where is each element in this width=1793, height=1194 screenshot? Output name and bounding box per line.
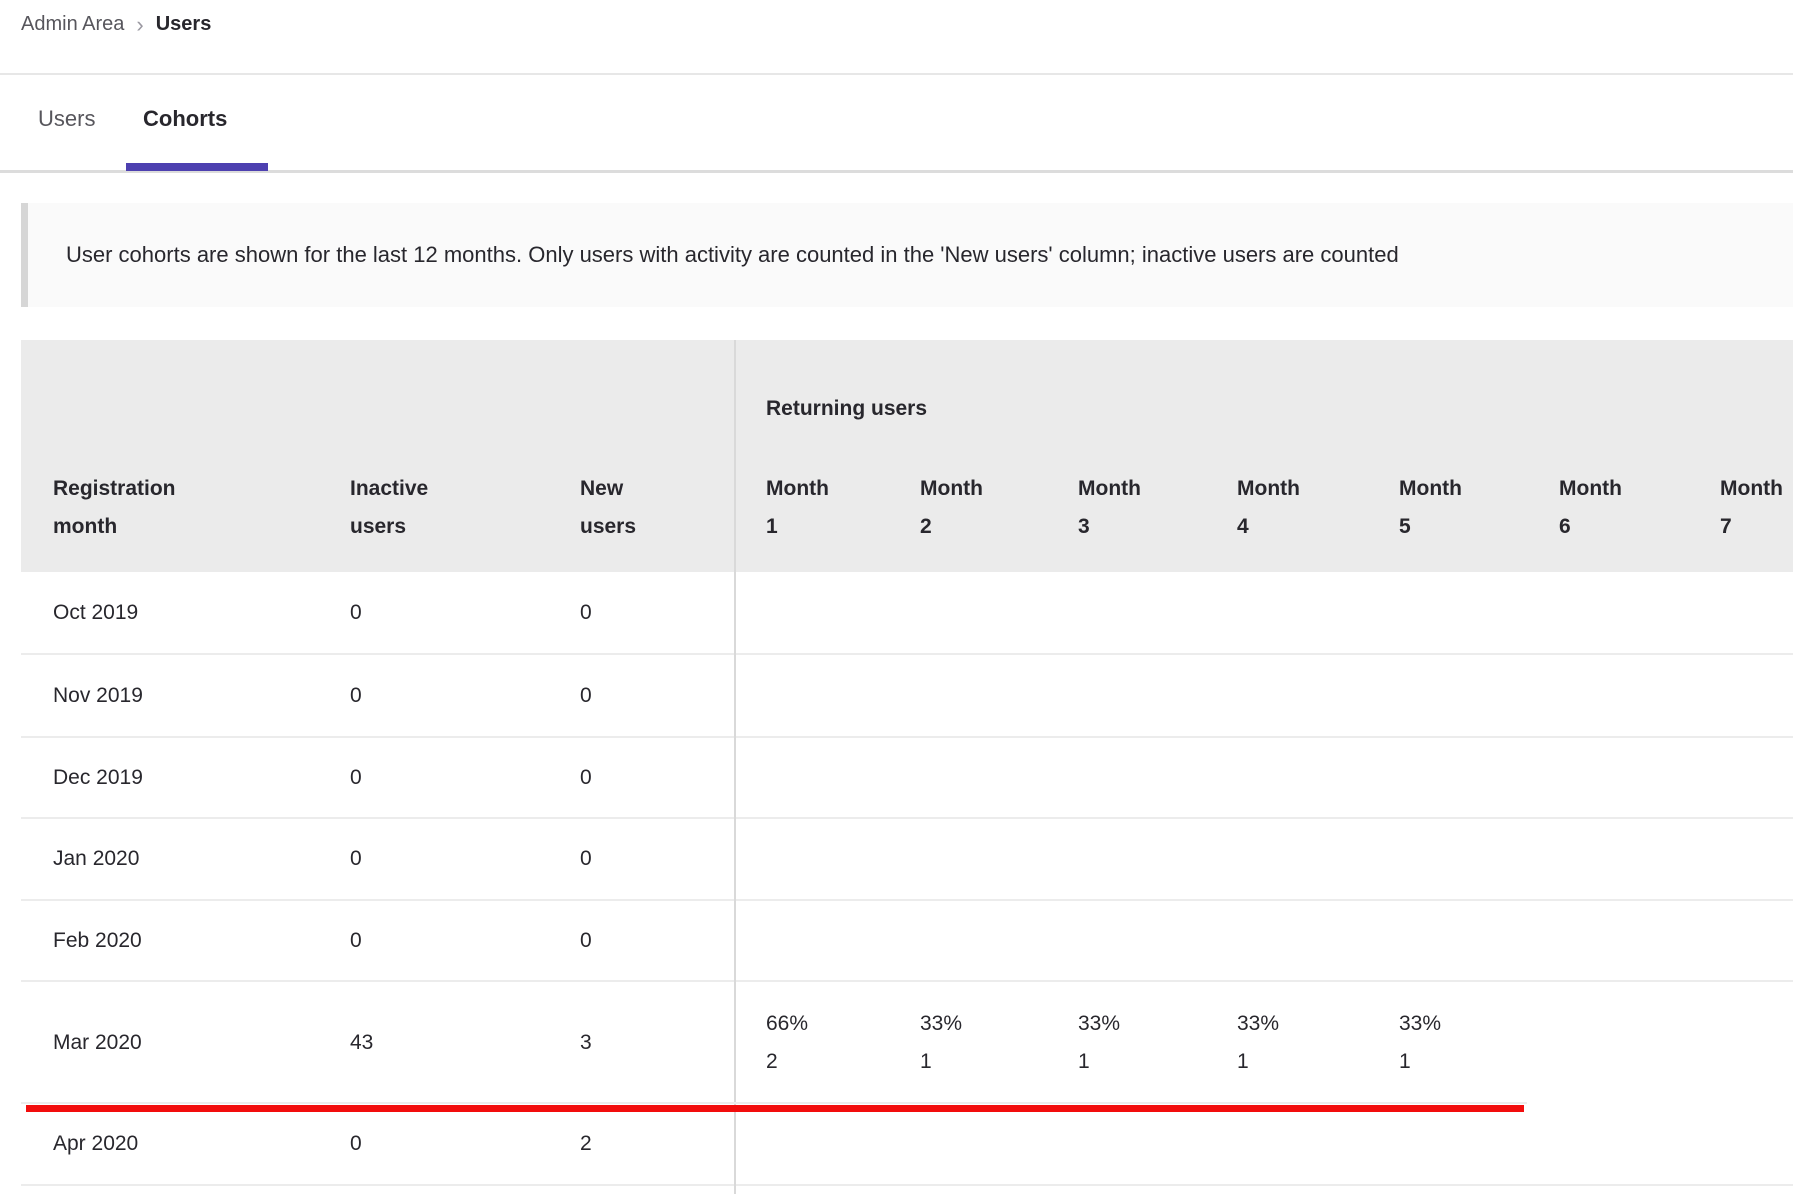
col-header-line: Month xyxy=(1399,477,1462,500)
mar-row-bottom-border xyxy=(21,1102,1527,1104)
table-row-oct-2019: Oct 2019 0 0 xyxy=(21,572,1793,655)
col-header-registration-month: Registration month xyxy=(53,470,176,546)
returning-count: 1 xyxy=(1399,1050,1411,1073)
col-header-line: month xyxy=(53,515,118,538)
inactive-users-cell: 0 xyxy=(350,765,362,789)
info-banner: User cohorts are shown for the last 12 m… xyxy=(21,203,1793,307)
inactive-users-cell: 0 xyxy=(350,847,362,870)
tab-bar-divider xyxy=(0,170,1793,173)
returning-users-cell-month-2: 33% 1 xyxy=(920,1005,962,1081)
returning-users-cell-month-5: 33% 1 xyxy=(1399,1005,1441,1081)
breadcrumb-divider xyxy=(0,73,1793,75)
info-banner-text: User cohorts are shown for the last 12 m… xyxy=(66,242,1399,267)
col-header-line: Registration xyxy=(53,477,176,500)
returning-percent: 33% xyxy=(1078,1012,1121,1035)
returning-count: 2 xyxy=(766,1050,778,1073)
returning-percent: 66% xyxy=(766,1012,809,1035)
inactive-users-cell: 43 xyxy=(350,1031,374,1054)
breadcrumb-chevron-icon: › xyxy=(136,11,144,37)
table-row-jan-2020: Jan 2020 0 0 xyxy=(21,819,1793,901)
col-header-month-6: Month 6 xyxy=(1559,470,1622,546)
col-header-month-5: Month 5 xyxy=(1399,470,1462,546)
new-users-cell: 0 xyxy=(580,847,592,870)
registration-month-cell: Feb 2020 xyxy=(53,928,142,952)
col-header-line: 1 xyxy=(766,515,778,538)
registration-month-cell: Mar 2020 xyxy=(53,1031,142,1054)
breadcrumb: Admin Area › Users xyxy=(21,13,211,36)
registration-month-cell: Jan 2020 xyxy=(53,847,140,870)
col-header-month-4: Month 4 xyxy=(1237,470,1300,546)
cohorts-table-header: Returning users Registration month Inact… xyxy=(21,340,1793,572)
col-header-line: New xyxy=(580,477,624,500)
new-users-cell: 0 xyxy=(580,600,592,624)
col-header-line: Month xyxy=(920,477,983,500)
inactive-users-cell: 0 xyxy=(350,683,362,707)
col-header-line: Month xyxy=(1720,477,1783,500)
col-header-line: Month xyxy=(1559,477,1622,500)
tab-users[interactable]: Users xyxy=(38,106,96,131)
table-row-feb-2020: Feb 2020 0 0 xyxy=(21,901,1793,982)
col-header-line: 5 xyxy=(1399,515,1411,538)
col-header-line: 7 xyxy=(1720,515,1732,538)
returning-users-cell-month-1: 66% 2 xyxy=(766,1005,808,1081)
registration-month-cell: Nov 2019 xyxy=(53,683,143,707)
returning-count: 1 xyxy=(920,1050,932,1073)
col-header-line: 6 xyxy=(1559,515,1571,538)
table-row-mar-2020: Mar 2020 43 3 66% 2 33% 1 33% 1 33% 1 33… xyxy=(21,982,1793,1104)
returning-users-cell-month-4: 33% 1 xyxy=(1237,1005,1279,1081)
col-header-month-1: Month 1 xyxy=(766,470,829,546)
active-tab-indicator xyxy=(126,163,268,171)
table-row-nov-2019: Nov 2019 0 0 xyxy=(21,655,1793,738)
col-header-month-3: Month 3 xyxy=(1078,470,1141,546)
col-header-inactive-users: Inactive users xyxy=(350,470,428,546)
returning-users-cell-month-3: 33% 1 xyxy=(1078,1005,1120,1081)
inactive-users-cell: 0 xyxy=(350,928,362,952)
col-header-line: users xyxy=(580,515,637,538)
col-header-line: Month xyxy=(1237,477,1300,500)
col-header-line: Month xyxy=(1078,477,1141,500)
col-header-line: 2 xyxy=(920,515,932,538)
new-users-cell: 3 xyxy=(580,1031,592,1054)
table-row-apr-2020: Apr 2020 0 2 xyxy=(21,1104,1793,1186)
returning-users-column-divider xyxy=(734,340,736,1194)
col-header-line: Month xyxy=(766,477,829,500)
col-header-month-2: Month 2 xyxy=(920,470,983,546)
registration-month-cell: Oct 2019 xyxy=(53,600,139,624)
registration-month-cell: Dec 2019 xyxy=(53,765,143,789)
returning-users-group-header: Returning users xyxy=(766,397,928,420)
returning-percent: 33% xyxy=(1399,1012,1442,1035)
breadcrumb-users-link[interactable]: Users xyxy=(155,13,212,35)
new-users-cell: 0 xyxy=(580,928,592,952)
new-users-cell: 2 xyxy=(580,1132,592,1155)
inactive-users-cell: 0 xyxy=(350,600,362,624)
inactive-users-cell: 0 xyxy=(350,1132,362,1155)
col-header-month-7: Month 7 xyxy=(1720,470,1783,546)
returning-percent: 33% xyxy=(920,1012,963,1035)
col-header-line: users xyxy=(350,515,407,538)
red-underline-annotation xyxy=(26,1105,1524,1112)
returning-count: 1 xyxy=(1078,1050,1090,1073)
registration-month-cell: Apr 2020 xyxy=(53,1132,139,1155)
new-users-cell: 0 xyxy=(580,683,592,707)
new-users-cell: 0 xyxy=(580,765,592,789)
returning-percent: 33% xyxy=(1237,1012,1280,1035)
col-header-line: Inactive xyxy=(350,477,429,500)
returning-count: 1 xyxy=(1237,1050,1249,1073)
col-header-new-users: New users xyxy=(580,470,636,546)
tab-cohorts[interactable]: Cohorts xyxy=(143,106,228,131)
table-row-dec-2019: Dec 2019 0 0 xyxy=(21,738,1793,819)
col-header-line: 3 xyxy=(1078,515,1090,538)
breadcrumb-admin-area-link[interactable]: Admin Area xyxy=(21,13,125,35)
col-header-line: 4 xyxy=(1237,515,1249,538)
